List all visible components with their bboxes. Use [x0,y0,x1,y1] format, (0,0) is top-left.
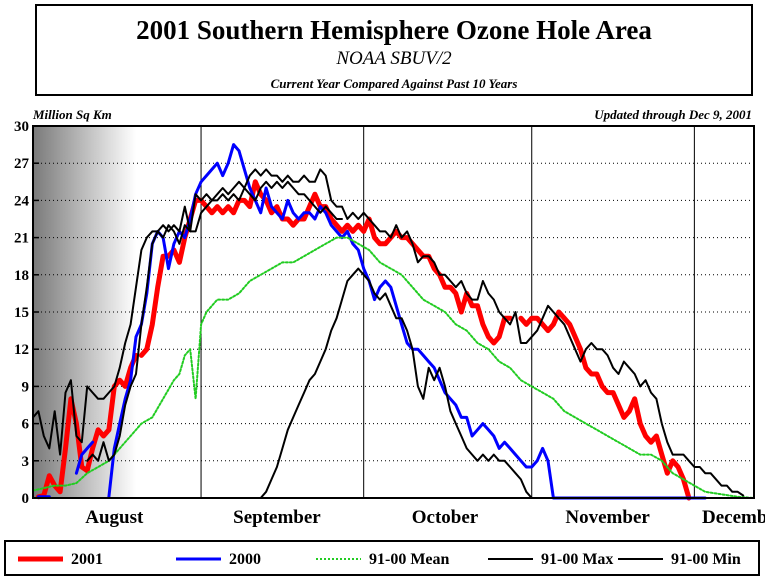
y-tick-label: 3 [22,454,30,470]
legend-label: 91-00 Min [671,551,741,568]
series-2000 [36,143,707,500]
chart-title: 2001 Southern Hemisphere Ozone Hole Area [136,15,652,45]
updated-label: Updated through Dec 9, 2001 [594,107,752,122]
early-season-shading [33,126,136,498]
legend-label: 2000 [229,551,261,568]
y-tick-label: 27 [14,156,30,172]
x-month-label: October [412,507,479,528]
series-91-00-max [86,168,745,497]
chart-subtitle: NOAA SBUV/2 [336,48,452,69]
legend-label: 91-00 Mean [369,551,450,568]
x-month-label: September [233,507,321,528]
chart-caption: Current Year Compared Against Past 10 Ye… [270,76,518,91]
series-line-segment [32,180,343,456]
y-tick-label: 6 [22,417,30,433]
x-month-label: December [702,507,765,528]
x-month-label: August [85,507,144,528]
y-tick-label: 30 [14,119,29,135]
legend-graphic: 2001 2000 91-00 Mean 91-00 Max 91-00 Min [18,551,741,568]
y-tick-label: 15 [14,305,29,321]
y-tick-label: 24 [14,193,30,209]
series-line-segment [107,143,707,500]
series-91-00-min [32,180,533,499]
title-box: 2001 Southern Hemisphere Ozone Hole Area… [35,4,753,96]
series-line-segment [32,236,755,499]
series-line-segment [259,267,533,499]
series-91-00-mean [32,236,755,499]
series-line-segment [86,168,745,497]
x-month-label: November [565,507,650,528]
y-tick-label: 9 [22,379,30,395]
y-axis-unit-label: Million Sq Km [33,107,112,122]
legend: 2001 2000 91-00 Mean 91-00 Max 91-00 Min [4,540,760,576]
series-line-segment [74,440,95,475]
y-tick-label: 21 [14,231,29,247]
series-line-segment [518,309,692,501]
y-tick-label: 18 [14,268,29,284]
legend-label: 91-00 Max [541,551,613,568]
y-tick-label: 12 [14,342,29,358]
legend-label: 2001 [71,551,103,568]
y-tick-label: 0 [22,491,30,507]
